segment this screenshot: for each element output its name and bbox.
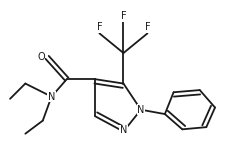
Text: O: O [37, 52, 45, 62]
Text: N: N [48, 92, 55, 102]
Text: F: F [97, 22, 102, 32]
Text: F: F [145, 22, 150, 32]
Text: F: F [121, 11, 126, 21]
Text: N: N [120, 125, 127, 135]
Text: N: N [137, 105, 145, 115]
